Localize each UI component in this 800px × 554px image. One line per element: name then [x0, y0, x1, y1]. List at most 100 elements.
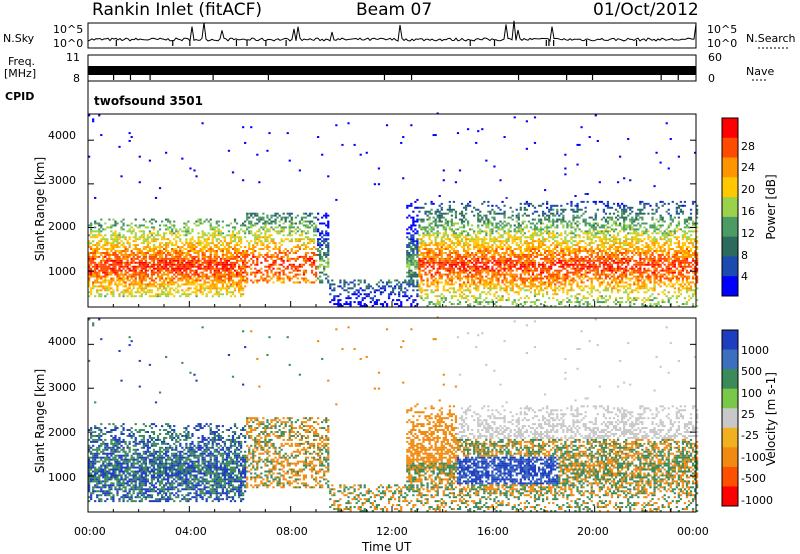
power-cell — [408, 252, 410, 254]
power-cell — [518, 219, 520, 221]
power-cell — [295, 276, 297, 278]
power-cell — [443, 301, 445, 303]
power-cell — [505, 274, 507, 276]
power-cell — [127, 272, 129, 274]
power-cell — [244, 258, 246, 260]
power-cell — [552, 232, 554, 234]
power-cell — [137, 287, 139, 289]
power-cell — [410, 262, 412, 264]
power-cell — [147, 283, 149, 285]
power-cell — [451, 262, 453, 264]
power-cell — [414, 240, 416, 242]
power-cell — [250, 248, 252, 250]
power-cell — [98, 252, 100, 254]
power-cell — [191, 258, 193, 260]
power-cell — [548, 268, 550, 270]
power-cell — [197, 264, 199, 266]
power-cell — [171, 250, 173, 252]
power-cell — [530, 250, 532, 252]
power-cell — [435, 240, 437, 242]
power-cell — [204, 234, 206, 236]
power-cell — [305, 226, 307, 228]
power-cell — [297, 240, 299, 242]
power-cell — [169, 260, 171, 262]
power-cell — [272, 228, 274, 230]
power-cell — [201, 246, 203, 248]
power-cell — [90, 223, 92, 225]
power-cell — [244, 250, 246, 252]
power-cell — [114, 274, 116, 276]
power-cell — [548, 266, 550, 268]
power-cell — [512, 254, 514, 256]
power-cell — [127, 230, 129, 232]
power-cell — [451, 240, 453, 242]
power-cell — [206, 270, 208, 272]
power-cell — [246, 254, 248, 256]
power-cell — [173, 250, 175, 252]
power-cell — [100, 134, 102, 136]
power-cell — [524, 256, 526, 258]
power-cell — [151, 279, 153, 281]
power-cell — [459, 301, 461, 303]
power-cell — [165, 268, 167, 270]
power-cell — [268, 230, 270, 232]
power-cell — [116, 264, 118, 266]
power-cell — [94, 272, 96, 274]
power-cell — [424, 293, 426, 295]
power-cell — [98, 244, 100, 246]
power-cell — [92, 258, 94, 260]
power-cell — [141, 266, 143, 268]
power-cell — [542, 215, 544, 217]
power-cell — [254, 279, 256, 281]
power-cell — [317, 242, 319, 244]
power-cell — [102, 281, 104, 283]
power-cell — [291, 264, 293, 266]
power-cell — [112, 262, 114, 264]
power-cell — [327, 223, 329, 225]
power-cell — [266, 150, 268, 152]
power-cell — [471, 254, 473, 256]
power-cell — [139, 264, 141, 266]
power-cell — [185, 278, 187, 280]
power-cell — [447, 224, 449, 226]
power-cell — [242, 272, 244, 274]
power-cell — [114, 244, 116, 246]
power-cell — [374, 183, 376, 185]
power-cell — [349, 303, 351, 305]
power-cell — [443, 244, 445, 246]
power-cell — [441, 278, 443, 280]
power-cell — [552, 278, 554, 280]
power-cell — [131, 223, 133, 225]
power-cell — [201, 285, 203, 287]
power-cell — [406, 295, 408, 297]
power-cell — [151, 276, 153, 278]
power-cell — [528, 258, 530, 260]
power-cell — [331, 289, 333, 291]
power-cell — [147, 240, 149, 242]
power-cell — [437, 281, 439, 283]
power-cell — [90, 248, 92, 250]
power-cell — [550, 209, 552, 211]
power-cell — [92, 274, 94, 276]
power-cell — [394, 287, 396, 289]
power-cell — [554, 226, 556, 228]
power-cell — [155, 295, 157, 297]
power-cell — [453, 268, 455, 270]
power-cell — [208, 256, 210, 258]
power-cell — [145, 266, 147, 268]
power-cell — [287, 238, 289, 240]
power-cell — [333, 297, 335, 299]
power-cell — [92, 230, 94, 232]
power-cell — [471, 224, 473, 226]
power-cell — [467, 128, 469, 130]
power-cell — [544, 266, 546, 268]
power-cell — [242, 126, 244, 128]
power-cell — [520, 303, 522, 305]
power-cell — [479, 246, 481, 248]
power-cell — [489, 236, 491, 238]
power-cell — [544, 248, 546, 250]
power-cell — [118, 281, 120, 283]
power-cell — [548, 232, 550, 234]
power-cell — [189, 293, 191, 295]
power-cell — [129, 285, 131, 287]
